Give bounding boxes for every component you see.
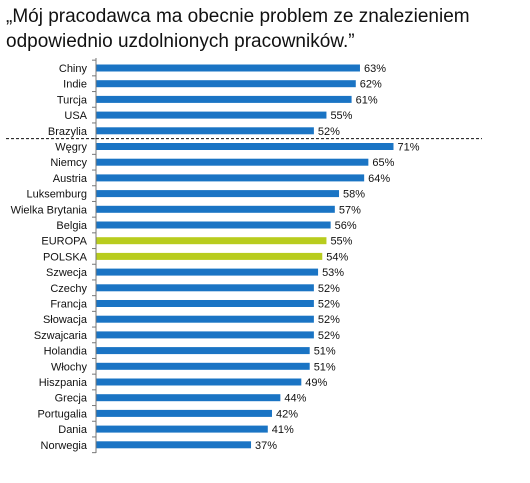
bar-8 (96, 190, 340, 198)
category-label-1: Indie (63, 79, 87, 91)
value-label-1: 62% (360, 79, 382, 91)
category-label-6: Niemcy (50, 157, 87, 169)
bar-18 (96, 347, 310, 355)
bar-15 (96, 300, 314, 307)
bar-0 (96, 64, 360, 72)
value-labels-group: 63% 62% 61% 55% 52% 71%65% 64%58% 57% 56% 55% 54% 5… (255, 63, 420, 452)
bar-3 (96, 111, 327, 119)
bar-5 (96, 143, 394, 150)
value-label-8: 58% (343, 189, 365, 201)
chart-title-line-2: odpowiednio uzdolnionych pracowników.” (6, 31, 355, 52)
bar-17 (96, 331, 314, 339)
chart-title: „Mój pracodawca ma obecnie problem ze zn… (6, 4, 526, 54)
category-label-12: POLSKA (43, 251, 88, 263)
value-label-6: 65% (372, 157, 394, 169)
category-label-7: Austria (53, 173, 88, 185)
category-label-17: Szwajcaria (34, 330, 88, 342)
bar-1 (96, 80, 356, 88)
value-label-24: 37% (255, 440, 277, 452)
category-label-10: Belgia (56, 220, 87, 232)
category-labels-group: Chiny Indie Turcja USA Brazylia Węgry Niemcy Au… (11, 63, 88, 452)
category-label-14: Czechy (50, 283, 87, 295)
value-label-23: 41% (272, 424, 294, 436)
value-label-20: 49% (305, 377, 327, 389)
category-label-21: Grecja (55, 393, 88, 405)
bar-14 (96, 284, 314, 292)
bar-10 (96, 221, 331, 229)
bar-21 (96, 394, 281, 402)
category-label-15: Francja (50, 299, 88, 311)
category-label-4: Brazylia (48, 126, 88, 138)
category-label-19: Włochy (51, 361, 88, 373)
bar-13 (96, 268, 319, 276)
bar-19 (96, 362, 310, 370)
value-label-18: 51% (314, 346, 336, 358)
bar-7 (96, 174, 365, 182)
bar-16 (96, 315, 314, 323)
value-label-7: 64% (368, 173, 390, 185)
value-label-11: 55% (330, 236, 352, 248)
value-label-13: 53% (322, 267, 344, 279)
bar-2 (96, 95, 352, 103)
chart-title-line-1: „Mój pracodawca ma obecnie problem ze zn… (6, 6, 470, 27)
bar-23 (96, 425, 268, 433)
axis-ticks-group (92, 59, 96, 454)
category-label-16: Słowacja (43, 314, 88, 326)
value-label-14: 52% (318, 283, 340, 295)
bar-24 (96, 441, 252, 449)
bar-11 (96, 237, 327, 245)
bar-12 (96, 252, 323, 260)
category-label-3: USA (64, 110, 87, 122)
bar-6 (96, 158, 369, 166)
category-label-24: Norwegia (41, 440, 88, 452)
value-label-5: 71% (397, 142, 419, 154)
value-label-3: 55% (330, 110, 352, 122)
category-label-13: Szwecja (46, 267, 88, 279)
category-label-20: Hiszpania (39, 377, 88, 389)
value-label-12: 54% (326, 251, 348, 263)
category-label-9: Wielka Brytania (11, 204, 88, 216)
value-label-22: 42% (276, 408, 298, 420)
category-label-11: EUROPA (41, 236, 87, 248)
category-label-5: Węgry (55, 142, 87, 154)
value-label-15: 52% (318, 299, 340, 311)
value-label-2: 61% (356, 94, 378, 106)
value-label-21: 44% (284, 393, 306, 405)
category-label-8: Luksemburg (26, 189, 87, 201)
value-label-17: 52% (318, 330, 340, 342)
value-label-16: 52% (318, 314, 340, 326)
value-label-0: 63% (364, 63, 386, 75)
category-label-2: Turcja (57, 94, 88, 106)
category-label-18: Holandia (44, 346, 88, 358)
category-label-22: Portugalia (37, 408, 87, 420)
category-label-0: Chiny (59, 63, 88, 75)
bar-9 (96, 205, 335, 213)
value-label-10: 56% (335, 220, 357, 232)
bar-4 (96, 127, 314, 135)
bars-group (96, 64, 394, 449)
value-label-9: 57% (339, 204, 361, 216)
value-label-4: 52% (318, 126, 340, 138)
category-label-23: Dania (58, 424, 88, 436)
bar-20 (96, 378, 302, 386)
bar-22 (96, 409, 272, 417)
value-label-19: 51% (314, 361, 336, 373)
